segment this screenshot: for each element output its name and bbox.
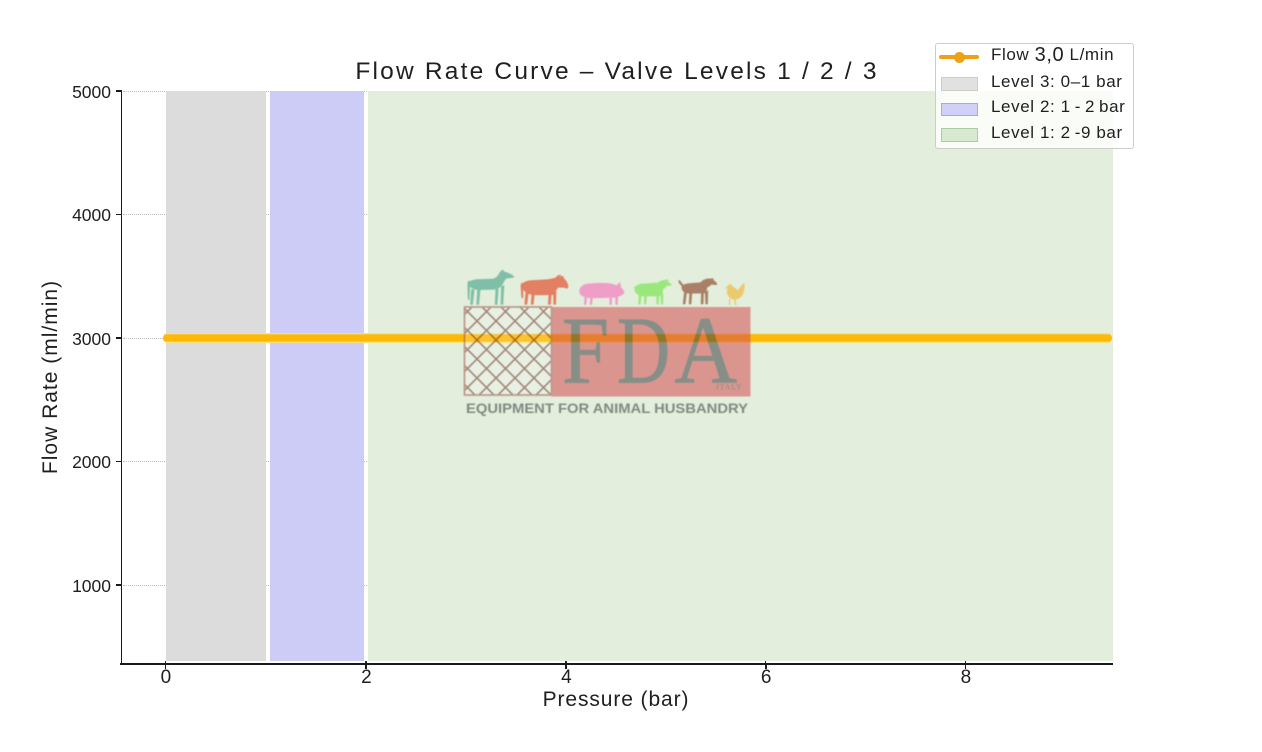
svg-text:A: A bbox=[675, 298, 738, 404]
svg-text:F: F bbox=[562, 298, 609, 404]
svg-text:D: D bbox=[617, 298, 670, 404]
svg-text:EQUIPMENT FOR ANIMAL HUSBANDRY: EQUIPMENT FOR ANIMAL HUSBANDRY bbox=[466, 400, 749, 416]
svg-text:ITALY: ITALY bbox=[716, 383, 743, 392]
